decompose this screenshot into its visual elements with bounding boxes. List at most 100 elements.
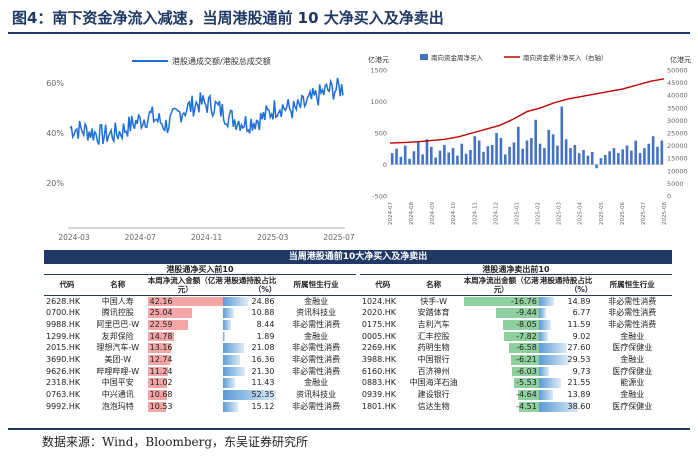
net-inflow-cell: 42.16 [147,295,223,307]
col-header: 所属恒生行业 [592,275,672,296]
cumulative-line [389,78,665,144]
weekly-bar [590,151,594,165]
weekly-bar [399,156,403,165]
holding-value: 15.12 [251,401,275,411]
amount-bar [496,308,539,318]
holding-value: 38.60 [567,401,591,411]
amount-bar [518,390,539,400]
industry: 金融业 [304,378,329,388]
amount-bar [463,296,539,307]
amount-value: 22.59 [149,319,173,329]
buy-section-header: 港股通净买入前10 [44,264,356,275]
amount-value: 25.04 [149,308,173,318]
holding-ratio-cell: 16.36 [222,354,277,366]
stock-code: 9626.HK [46,366,81,376]
table-row: 1299.HK 友邦保险 14.78 1.89 金融业 0005.HK 汇丰控股 -7.82 9… [44,331,672,343]
amount-bar [147,355,171,365]
amount-bar [147,319,188,330]
right-tick-label: 0 [667,193,671,201]
holding-ratio-cell: 10.88 [222,307,277,319]
amount-bar [514,378,539,389]
col-header: 名称 [87,275,148,296]
net-inflow-cell: 12.74 [147,354,223,366]
industry: 资讯科技业 [296,390,337,400]
right-tick-label: 30000 [667,117,688,125]
stock-name: 友邦保险 [101,331,134,341]
stock-code: 0175.HK [361,319,397,329]
left-tick-label: 500 [375,130,387,138]
stock-name: 中国海洋石油 [409,378,458,388]
amount-bar [509,343,539,354]
y-tick-label: 40% [46,129,64,138]
holding-bar [538,319,551,330]
amount-value: -6.58 [516,343,537,353]
amount-value: 12.74 [149,355,173,365]
legend-label: 港股通成交额/港股总成交额 [172,56,271,66]
table-title: 当周港股通前10大净买入及净卖出 [44,250,672,264]
legend-label: 南向资金累计净买入（右轴） [523,53,608,62]
amount-value: 14.78 [149,331,173,341]
stock-name: 安踏体育 [417,308,450,318]
y-tick-label: 20% [46,179,64,188]
stock-name: 建设银行 [417,390,450,400]
amount-bar [147,390,167,400]
industry: 非必需性消费 [608,308,657,318]
col-header: 港股通持股占比（%） [538,275,593,296]
stock-name: 阿里巴巴-W [96,319,140,329]
left-axis-title: 亿港元 [368,55,389,64]
x-tick-label: 2024-11 [191,233,223,242]
weekly-bar [634,140,638,165]
weekly-bar [643,148,646,165]
holding-ratio-cell: 11.59 [538,319,593,331]
sell-section-header: 港股通净卖出前10 [360,264,672,275]
amount-bar [147,366,168,377]
col-header: 港股通持股占比（%） [222,275,277,296]
weekly-bar [573,144,577,165]
weekly-bar [612,148,616,165]
southbound-flow-chart: 亿港元 亿港元 南向资金周净买入 南向资金累计净买入（右轴） -500 0 500 1000 1… [364,46,698,246]
weekly-bar [547,129,551,165]
net-outflow-cell: -4.51 [464,401,539,413]
holding-value: 21.08 [251,343,275,353]
weekly-bar [656,146,659,165]
col-header: 名称 [403,275,464,296]
weekly-bar [390,153,394,165]
amount-value: 10.53 [149,401,173,411]
weekly-bar [416,142,420,165]
x-tick-label: 2024-09 [430,202,436,225]
weekly-bar [482,151,485,165]
stock-code: 2020.HK [361,308,397,318]
stock-code: 0939.HK [361,390,397,400]
weekly-bar [638,153,642,165]
weekly-bar [451,148,455,165]
stock-name: 中国人寿 [101,296,134,306]
net-inflow-cell: 10.68 [147,389,223,401]
stock-code: 1024.HK [361,296,397,306]
weekly-bar [577,153,581,165]
holding-bar [222,343,245,354]
weekly-bar [608,151,611,165]
stock-code: 0763.HK [46,390,81,400]
x-tick-label: 2025-03 [257,233,289,242]
table-row: 9992.HK 泡泡玛特 10.53 15.12 非必需性消费 1801.HK 信达生物 -4… [44,401,672,413]
table-row: 2628.HK 中国人寿 42.16 24.86 金融业 1024.HK 快手-W -16.7… [44,295,672,307]
net-outflow-cell: -16.76 [463,295,539,307]
stock-code: 2318.HK [46,378,81,388]
holding-ratio-cell: 8.44 [222,319,277,331]
amount-value: 42.16 [149,296,173,306]
x-tick-label: 2024-11 [472,202,478,225]
amount-value: -7.82 [516,331,537,341]
holding-bar [222,296,249,307]
holding-value: 6.77 [572,308,591,318]
industry: 非必需性消费 [608,319,657,329]
weekly-bar [473,136,477,165]
x-tick-label: 2025-05 [599,202,605,225]
weekly-bar [534,119,538,165]
net-inflow-cell: 11.24 [147,366,223,378]
holding-bar [222,366,245,377]
industry: 医疗保健业 [612,401,653,411]
col-header: 代码 [359,275,404,296]
stock-name: 腾讯控股 [101,308,134,318]
left-tick-label: 0 [383,161,387,169]
industry: 医疗保健业 [612,366,653,376]
